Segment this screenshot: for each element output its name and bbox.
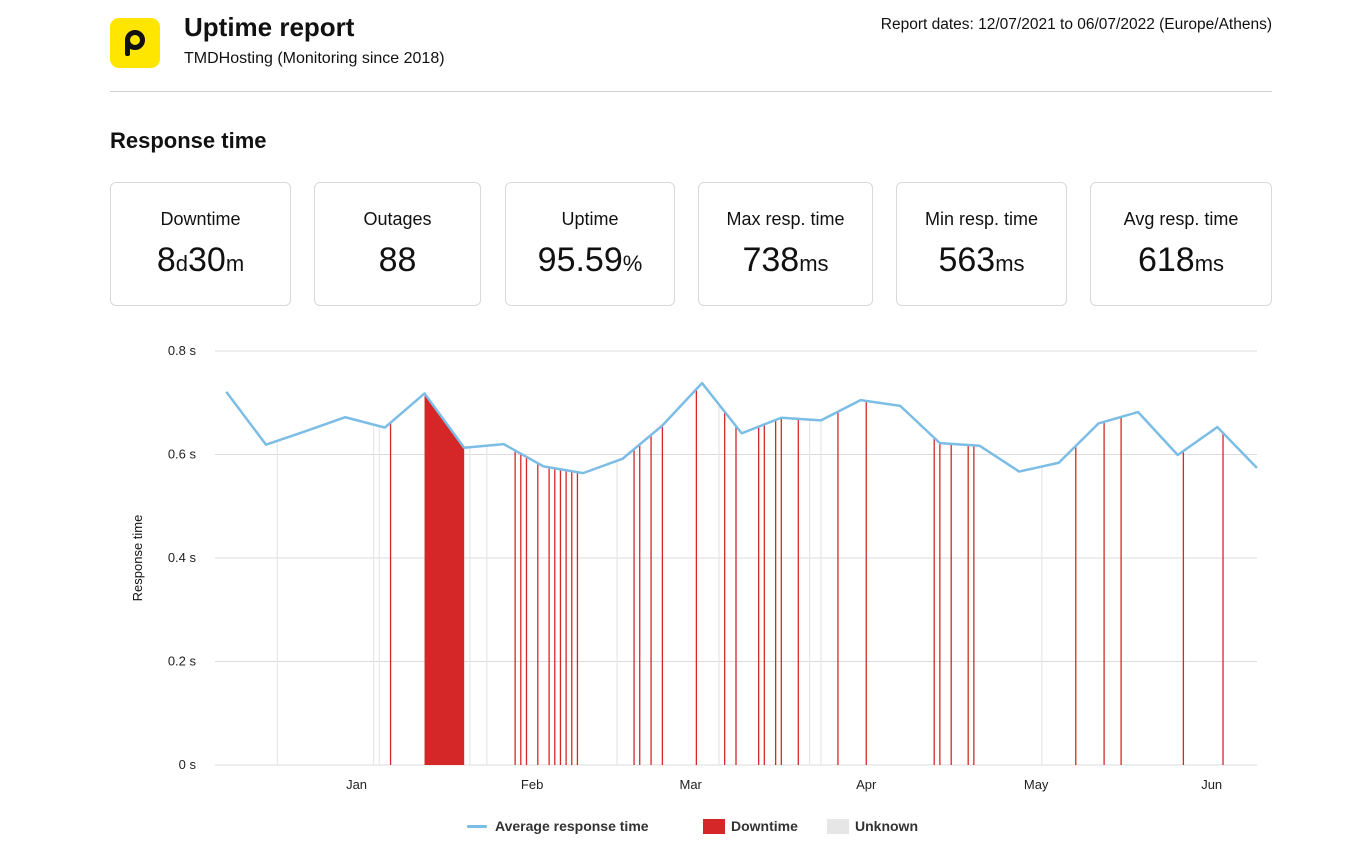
page-title: Uptime report xyxy=(184,12,355,42)
page-subtitle: TMDHosting (Monitoring since 2018) xyxy=(184,50,445,67)
x-tick-label: Apr xyxy=(856,777,877,792)
stat-card-min-resp-time: Min resp. time 563ms xyxy=(896,182,1067,306)
y-tick-label: 0.4 s xyxy=(168,550,197,565)
stat-card-uptime: Uptime 95.59% xyxy=(505,182,675,306)
report-dates: Report dates: 12/07/2021 to 06/07/2022 (… xyxy=(880,16,1272,33)
legend-item-downtime[interactable]: Downtime xyxy=(703,818,798,834)
stat-label: Min resp. time xyxy=(924,209,1039,229)
y-axis-title: Response time xyxy=(130,515,145,602)
legend-downtime-swatch xyxy=(703,818,725,834)
section-title: Response time xyxy=(110,128,267,153)
stat-number: 30 xyxy=(188,241,226,279)
stat-card-outages: Outages 88 xyxy=(314,182,481,306)
p-logo-icon xyxy=(125,30,145,56)
stat-card-max-resp-time: Max resp. time 738ms xyxy=(698,182,873,306)
stat-number: 563 xyxy=(938,241,996,279)
stat-value: 88 xyxy=(315,241,480,280)
x-tick-label: Jun xyxy=(1201,777,1222,792)
stat-unit: ms xyxy=(799,251,829,276)
stat-number: 95.59 xyxy=(537,241,623,279)
legend-unknown-swatch xyxy=(827,818,849,834)
y-tick-label: 0.8 s xyxy=(168,343,197,358)
y-tick-label: 0.2 s xyxy=(168,654,197,669)
x-tick-label: Feb xyxy=(521,777,543,792)
stat-unit: d xyxy=(175,251,188,276)
stat-number: 618 xyxy=(1137,241,1195,279)
legend-item-unknown[interactable]: Unknown xyxy=(827,818,918,834)
x-tick-label: Jan xyxy=(346,777,367,792)
stat-label: Outages xyxy=(363,209,432,229)
legend-line-swatch xyxy=(467,824,487,828)
stat-unit: m xyxy=(225,251,245,276)
stat-unit: ms xyxy=(995,251,1025,276)
legend-item-average[interactable]: Average response time xyxy=(467,818,649,834)
stat-number: 738 xyxy=(742,241,800,279)
stat-unit: ms xyxy=(1194,251,1225,276)
legend-label: Unknown xyxy=(855,818,918,834)
stat-label: Downtime xyxy=(160,209,241,229)
stat-unit: % xyxy=(622,251,643,276)
stat-value: 95.59% xyxy=(506,241,674,280)
x-tick-label: Mar xyxy=(680,777,703,792)
stat-label: Avg resp. time xyxy=(1123,209,1239,229)
stat-number: 8 xyxy=(156,241,176,279)
response-time-chart: 0 s 0.2 s 0.4 s 0.6 s 0.8 s Response time Jan F… xyxy=(130,343,1258,792)
y-tick-label: 0.6 s xyxy=(168,447,197,462)
x-tick-label: May xyxy=(1024,777,1049,792)
legend-label: Average response time xyxy=(495,818,649,834)
average-response-line xyxy=(225,381,1258,475)
header-divider xyxy=(110,91,1272,92)
stat-value: 8d30m xyxy=(111,241,290,280)
downtime-period xyxy=(424,393,465,765)
y-tick-label: 0 s xyxy=(179,757,197,772)
stat-card-avg-resp-time: Avg resp. time 618ms xyxy=(1090,182,1272,306)
stat-value: 738ms xyxy=(699,241,872,280)
stat-label: Max resp. time xyxy=(726,209,845,229)
stat-card-downtime: Downtime 8d30m xyxy=(110,182,291,306)
app-logo xyxy=(110,18,160,68)
stat-label: Uptime xyxy=(561,209,619,229)
stat-value: 563ms xyxy=(897,241,1066,280)
legend-label: Downtime xyxy=(731,818,798,834)
chart-legend: Average response time Downtime Unknown xyxy=(0,818,1364,838)
stat-number: 88 xyxy=(378,241,417,279)
stat-value: 618ms xyxy=(1091,241,1271,280)
